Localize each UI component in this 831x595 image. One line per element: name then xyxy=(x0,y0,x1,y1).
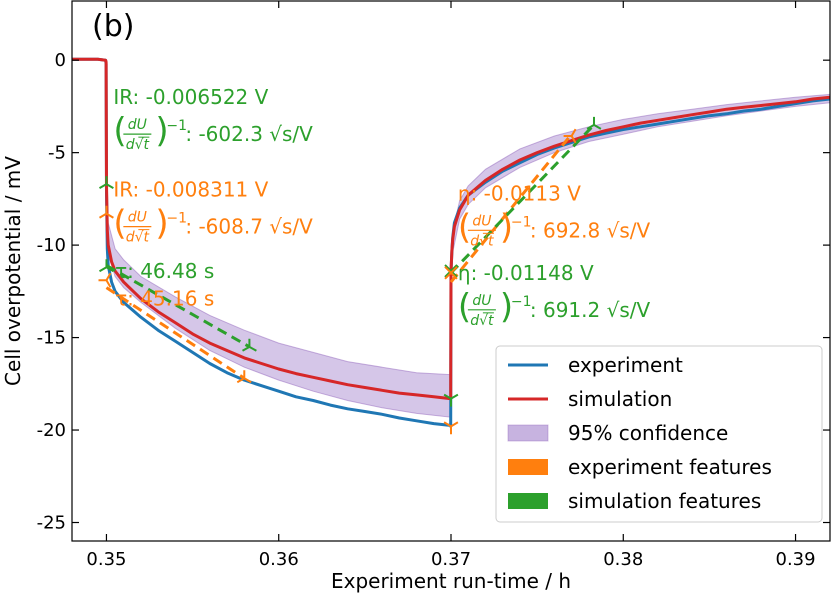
legend-label: experiment features xyxy=(568,455,772,479)
legend-label: 95% confidence xyxy=(568,421,728,445)
feature-marker xyxy=(98,205,114,219)
legend-box xyxy=(495,345,823,523)
fraction-denominator: d√t xyxy=(470,313,494,329)
feature-marker xyxy=(98,272,112,288)
y-tick-label: -25 xyxy=(37,513,66,534)
feature-marker xyxy=(236,370,252,384)
derivative-annotation: (dU d√t)−1: -608.7 √s/V xyxy=(113,204,313,246)
fraction-denominator: d√t xyxy=(470,233,494,249)
feature-annotation: τ: 45.16 s xyxy=(115,287,214,311)
paren-right: ) xyxy=(500,287,513,327)
y-tick-label: 0 xyxy=(55,50,66,71)
fraction-numerator: dU xyxy=(472,293,491,309)
feature-marker xyxy=(444,266,458,280)
x-tick-label: 0.36 xyxy=(259,549,299,570)
panel-label: (b) xyxy=(92,9,134,44)
fraction-numerator: dU xyxy=(128,210,147,226)
exponent: −1 xyxy=(511,294,532,310)
feature-marker xyxy=(242,338,257,352)
fraction-numerator: dU xyxy=(128,117,147,133)
paren-left: ( xyxy=(113,111,126,151)
feature-marker xyxy=(443,421,459,435)
derivative-value: : -602.3 √s/V xyxy=(185,122,313,146)
exponent: −1 xyxy=(166,211,187,227)
derivative-value: : 691.2 √s/V xyxy=(530,298,651,322)
feature-marker xyxy=(586,116,602,130)
exponent: −1 xyxy=(166,118,187,134)
x-tick-label: 0.39 xyxy=(776,549,816,570)
fraction-denominator: d√t xyxy=(126,230,150,246)
legend-label: simulation features xyxy=(568,489,761,513)
feature-marker xyxy=(563,128,577,144)
legend-swatch xyxy=(508,493,548,509)
x-axis-label: Experiment run-time / h xyxy=(331,569,571,593)
paren-right: ) xyxy=(500,207,513,247)
y-tick-label: -5 xyxy=(48,143,66,164)
simulation-feature-fit-discharge xyxy=(105,264,251,349)
derivative-annotation: (dU d√t)−1: 691.2 √s/V xyxy=(458,287,651,329)
exponent: −1 xyxy=(511,214,532,230)
y-tick-label: -10 xyxy=(37,235,66,256)
feature-annotation: IR: -0.006522 V xyxy=(113,85,268,109)
feature-marker xyxy=(98,176,114,189)
derivative-annotation: (dU d√t)−1: -602.3 √s/V xyxy=(113,111,313,153)
y-tick-label: -15 xyxy=(37,328,66,349)
y-tick-label: -20 xyxy=(37,420,66,441)
y-axis-label: Cell overpotential / mV xyxy=(1,156,25,386)
paren-left: ( xyxy=(113,204,126,244)
legend-swatch xyxy=(508,459,548,475)
feature-annotation: IR: -0.008311 V xyxy=(113,178,268,202)
feature-annotation: η: -0.01148 V xyxy=(458,261,594,285)
derivative-annotation: (dU d√t)−1: 692.8 √s/V xyxy=(458,207,651,249)
fraction-denominator: d√t xyxy=(126,137,150,153)
legend-swatch xyxy=(507,424,549,442)
paren-right: ) xyxy=(155,204,168,244)
x-tick-label: 0.35 xyxy=(86,549,126,570)
legend-label: simulation xyxy=(568,387,672,411)
fraction-numerator: dU xyxy=(472,213,491,229)
simulation-feature-fit-relax xyxy=(449,123,596,274)
x-tick-label: 0.37 xyxy=(431,549,471,570)
confidence-band xyxy=(106,93,830,418)
x-tick-label: 0.38 xyxy=(603,549,643,570)
paren-left: ( xyxy=(458,207,471,247)
paren-left: ( xyxy=(458,287,471,327)
feature-marker xyxy=(443,393,459,407)
feature-marker xyxy=(99,259,114,273)
feature-annotation: τ: 46.48 s xyxy=(115,259,214,283)
legend-label: experiment xyxy=(568,353,683,377)
feature-annotation: η: -0.0113 V xyxy=(458,181,581,205)
experiment-feature-fit-discharge xyxy=(105,286,246,380)
paren-right: ) xyxy=(155,111,168,151)
derivative-value: : 692.8 √s/V xyxy=(530,218,651,242)
feature-marker xyxy=(444,264,458,278)
derivative-value: : -608.7 √s/V xyxy=(185,215,313,239)
